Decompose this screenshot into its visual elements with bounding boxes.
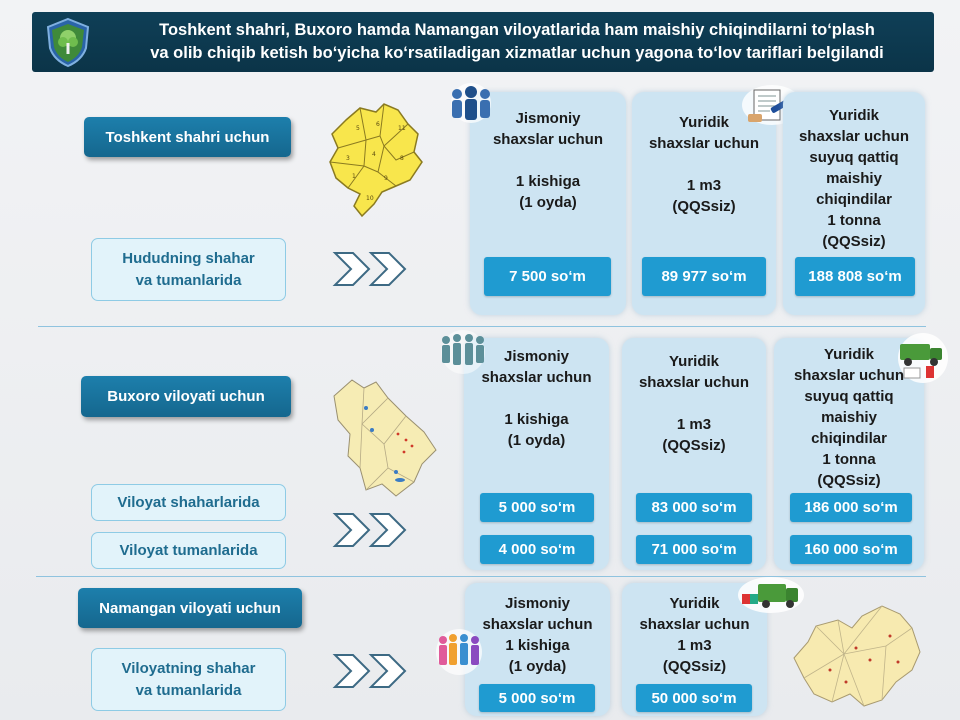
price-badge-city: 83 000 so‘m bbox=[636, 493, 752, 522]
price-badge-city: 186 000 so‘m bbox=[790, 493, 912, 522]
svg-text:11: 11 bbox=[398, 125, 406, 132]
svg-text:8: 8 bbox=[400, 155, 404, 162]
panel-text: Yuridik shaxslar uchun suyuq qattiq mais… bbox=[793, 346, 905, 489]
region-button-bukhara[interactable]: Buxoro viloyati uchun bbox=[81, 376, 291, 417]
region-label: Buxoro viloyati uchun bbox=[107, 388, 265, 405]
title-line-2: va olib chiqib ketish bo‘yicha ko‘rsatil… bbox=[150, 44, 884, 62]
area-box-namangan: Viloyatning shahar va tumanlarida bbox=[91, 648, 286, 711]
panel-text: Yuridik shaxslar uchun 1 m3 (QQSsiz) bbox=[638, 353, 750, 454]
svg-text:10: 10 bbox=[366, 195, 374, 202]
area-box-bukhara-city: Viloyat shaharlarida bbox=[91, 484, 286, 521]
garbage-truck-icon bbox=[738, 577, 804, 613]
svg-text:1: 1 bbox=[352, 173, 356, 180]
tariff-panel-individuals: Jismoniy shaxslar uchun 1 kishiga (1 oyd… bbox=[470, 92, 626, 315]
price-badge-city: 5 000 so‘m bbox=[480, 493, 594, 522]
area-label: Viloyat shaharlarida bbox=[117, 493, 260, 511]
garbage-truck-icon bbox=[898, 333, 948, 383]
price-badge: 50 000 so‘m bbox=[636, 684, 752, 712]
price-badge: 5 000 so‘m bbox=[479, 684, 595, 712]
shield-tree-logo bbox=[46, 17, 90, 68]
svg-text:6: 6 bbox=[376, 121, 380, 128]
section-divider bbox=[36, 576, 926, 577]
people-group-icon bbox=[441, 330, 485, 374]
region-button-namangan[interactable]: Namangan viloyati uchun bbox=[78, 588, 302, 628]
bukhara-map bbox=[333, 379, 437, 497]
price-badge: 188 808 so‘m bbox=[795, 257, 915, 296]
svg-text:9: 9 bbox=[384, 175, 388, 182]
svg-text:5: 5 bbox=[356, 125, 360, 132]
double-chevron-icon bbox=[332, 513, 407, 547]
panel-text: Yuridik shaxslar uchun suyuq qattiq mais… bbox=[798, 107, 910, 250]
price-badge-district: 71 000 so‘m bbox=[636, 535, 752, 564]
tariff-panel-legal-liquid: Yuridik shaxslar uchun suyuq qattiq mais… bbox=[774, 338, 924, 570]
section-divider bbox=[38, 326, 926, 327]
title-line-1: Toshkent shahri, Buxoro hamda Namangan v… bbox=[159, 21, 875, 39]
tariff-panel-legal: Yuridik shaxslar uchun 1 m3 (QQSsiz) 83 … bbox=[622, 338, 766, 570]
panel-text: Jismoniy shaxslar uchun 1 kishiga (1 oyd… bbox=[492, 110, 604, 211]
svg-text:4: 4 bbox=[372, 151, 376, 158]
double-chevron-icon bbox=[332, 252, 407, 286]
area-label: Viloyatning shahar va tumanlarida bbox=[121, 659, 256, 699]
panel-text: Yuridik shaxslar uchun 1 m3 (QQSsiz) bbox=[639, 595, 750, 675]
area-label: Hududning shahar va tumanlarida bbox=[122, 249, 255, 289]
tariff-panel-legal: Yuridik shaxslar uchun 1 m3 (QQSsiz) 50 … bbox=[622, 583, 767, 716]
panel-text: Jismoniy shaxslar uchun 1 kishiga (1 oyd… bbox=[482, 595, 593, 675]
svg-text:3: 3 bbox=[346, 155, 350, 162]
price-badge-district: 160 000 so‘m bbox=[790, 535, 912, 564]
panel-text: Yuridik shaxslar uchun 1 m3 (QQSsiz) bbox=[648, 114, 760, 215]
region-label: Namangan viloyati uchun bbox=[99, 599, 281, 617]
page-title: Toshkent shahri, Buxoro hamda Namangan v… bbox=[102, 19, 932, 65]
region-label: Toshkent shahri uchun bbox=[105, 128, 270, 146]
double-chevron-icon bbox=[332, 654, 407, 688]
tashkent-map: 5 6 11 3 4 8 1 9 10 bbox=[329, 103, 423, 218]
price-badge: 7 500 so‘m bbox=[484, 257, 611, 296]
area-label: Viloyat tumanlarida bbox=[119, 541, 258, 559]
panel-text: Jismoniy shaxslar uchun 1 kishiga (1 oyd… bbox=[481, 348, 592, 449]
price-badge: 89 977 so‘m bbox=[642, 257, 766, 296]
colorful-people-icon bbox=[436, 629, 482, 675]
tariff-panel-individuals: Jismoniy shaxslar uchun 1 kishiga (1 oyd… bbox=[465, 583, 610, 716]
area-box-tashkent: Hududning shahar va tumanlarida bbox=[91, 238, 286, 301]
region-button-tashkent[interactable]: Toshkent shahri uchun bbox=[84, 117, 291, 157]
tariff-panel-legal-liquid: Yuridik shaxslar uchun suyuq qattiq mais… bbox=[783, 92, 925, 315]
header-banner: Toshkent shahri, Buxoro hamda Namangan v… bbox=[32, 12, 934, 72]
people-group-icon bbox=[451, 83, 491, 123]
tariff-panel-legal: Yuridik shaxslar uchun 1 m3 (QQSsiz) 89 … bbox=[632, 92, 776, 315]
tariff-panel-individuals: Jismoniy shaxslar uchun 1 kishiga (1 oyd… bbox=[464, 338, 609, 570]
price-badge-district: 4 000 so‘m bbox=[480, 535, 594, 564]
area-box-bukhara-district: Viloyat tumanlarida bbox=[91, 532, 286, 569]
namangan-map bbox=[793, 605, 921, 707]
